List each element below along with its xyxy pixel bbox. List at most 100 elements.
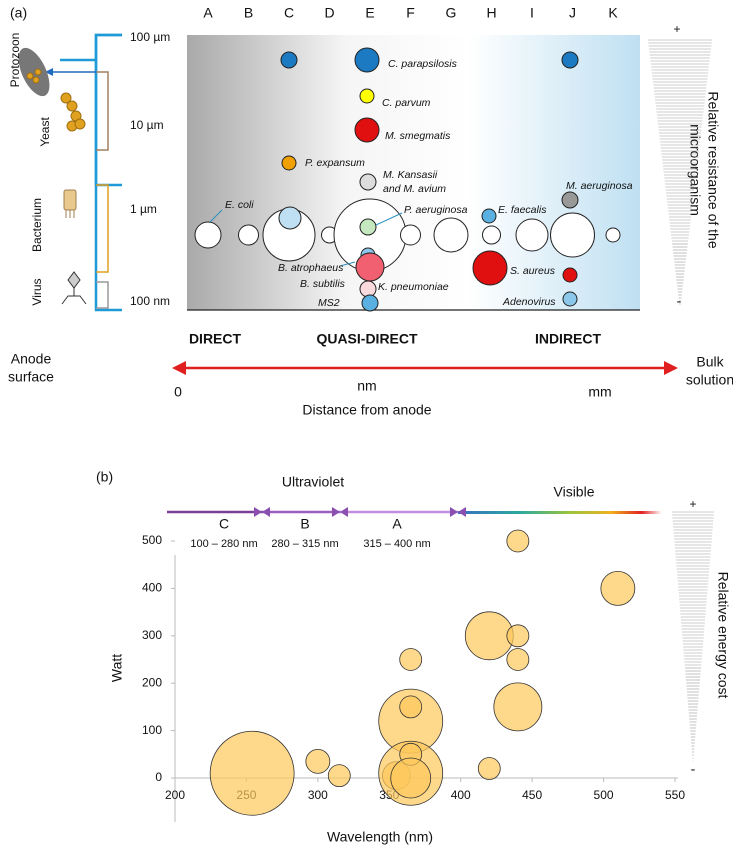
species-label: and M. avium xyxy=(383,183,446,195)
bracket xyxy=(96,184,109,273)
column-label: H xyxy=(486,5,496,21)
organism-circle xyxy=(359,88,375,104)
panel-a: (a) Protozoon Yeast Bacterium Virus 100 … xyxy=(8,5,733,418)
y-tick-label: 0 xyxy=(155,770,162,784)
organism-circle xyxy=(561,191,579,209)
protozoon-icon xyxy=(18,47,50,97)
column-label: E xyxy=(365,5,374,21)
bubble xyxy=(506,624,530,648)
size-label: 1 µm xyxy=(130,202,157,216)
x-tick-label: 300 xyxy=(308,788,328,802)
organism-circle xyxy=(359,173,377,191)
x-tick-label: 200 xyxy=(165,788,185,802)
bacterium-icon xyxy=(63,189,77,218)
band-group: Ultraviolet xyxy=(282,474,344,490)
arrowhead xyxy=(45,68,53,76)
y-tick-label: 200 xyxy=(142,675,162,689)
distance-mark: 0 xyxy=(174,384,182,400)
leader-line xyxy=(375,212,403,226)
bracket xyxy=(96,281,109,309)
panel-label: (b) xyxy=(96,469,113,485)
species-label: M. Kansasii xyxy=(383,169,438,181)
species-label: P. aeruginosa xyxy=(404,204,468,216)
axis-title: Relative energy cost xyxy=(715,572,731,699)
zone-label: DIRECT xyxy=(189,331,242,347)
zone-label: INDIRECT xyxy=(535,331,602,347)
plus: + xyxy=(689,497,696,511)
organism-circle xyxy=(238,224,259,246)
organism-label: Bacterium xyxy=(30,198,44,252)
column-label: F xyxy=(406,5,415,21)
bubble xyxy=(506,529,530,553)
organism-label: Protozoon xyxy=(8,33,22,88)
yeast-icon xyxy=(26,68,86,132)
x-tick-label: 550 xyxy=(665,788,685,802)
organism-circle xyxy=(281,155,297,171)
column-label: B xyxy=(244,5,253,21)
end-label: solution xyxy=(686,372,733,388)
distance-mark: mm xyxy=(588,384,611,400)
minus: - xyxy=(691,761,696,777)
y-axis-title: Watt xyxy=(109,654,125,682)
column-label: G xyxy=(446,5,457,21)
leader-line xyxy=(339,261,356,267)
axis-title: Distance from anode xyxy=(302,402,431,418)
species-label: B. atrophaeus xyxy=(278,262,344,274)
column-label: C xyxy=(284,5,294,21)
species-label: M. aeruginosa xyxy=(566,180,633,192)
species-label: Adenovirus xyxy=(502,296,556,308)
bracket xyxy=(96,71,109,151)
plot-background xyxy=(187,35,640,310)
x-tick-label: 450 xyxy=(522,788,542,802)
bubble xyxy=(399,695,423,719)
y-tick-label: 300 xyxy=(142,628,162,642)
organism-circle xyxy=(354,47,380,73)
column-label: I xyxy=(530,5,534,21)
virus-icon xyxy=(61,271,87,305)
organism-circle xyxy=(278,206,302,230)
organism-circle xyxy=(400,224,421,246)
organism-circle xyxy=(482,225,501,245)
end-label: Bulk xyxy=(696,354,724,370)
species-label: E. coli xyxy=(225,199,254,211)
species-label: M. smegmatis xyxy=(385,130,451,142)
bubble xyxy=(464,611,514,661)
x-tick-label: 400 xyxy=(451,788,471,802)
bubble xyxy=(327,764,351,788)
zone-label: QUASI-DIRECT xyxy=(316,331,418,347)
band-name: C xyxy=(219,516,229,532)
distance-mark: nm xyxy=(357,378,376,394)
bubble xyxy=(600,571,636,606)
organism-circle xyxy=(481,208,497,224)
size-label: 100 nm xyxy=(130,294,170,308)
bubble xyxy=(399,648,423,671)
band-group: Visible xyxy=(554,484,595,500)
x-axis-title: Wavelength (nm) xyxy=(327,829,433,845)
band-range: 100 – 280 nm xyxy=(190,538,257,550)
size-label: 100 µm xyxy=(130,30,170,44)
bubble xyxy=(477,757,501,780)
panel-label: (a) xyxy=(10,5,27,21)
end-label: Anode xyxy=(11,351,52,367)
y-tick-label: 100 xyxy=(142,723,162,737)
organism-circle xyxy=(605,227,621,243)
band-name: A xyxy=(392,516,402,532)
end-label: surface xyxy=(8,369,54,385)
species-label: MS2 xyxy=(318,297,340,309)
column-label: J xyxy=(569,5,576,21)
organism-circle xyxy=(515,218,549,252)
bubble xyxy=(209,730,295,816)
band-range: 315 – 400 nm xyxy=(363,538,430,550)
column-label: D xyxy=(324,5,334,21)
species-label: C. parapsilosis xyxy=(388,58,458,70)
organism-circle xyxy=(361,294,379,312)
column-label: K xyxy=(608,5,618,21)
organism-circle xyxy=(472,250,508,286)
species-label: C. parvum xyxy=(382,97,431,109)
organism-circle xyxy=(433,217,469,253)
bubble xyxy=(390,757,432,799)
panel-b: (b) Watt Wavelength (nm) Ultraviolet Vis… xyxy=(96,469,731,845)
organism-circle xyxy=(194,221,222,249)
organism-label: Yeast xyxy=(38,117,52,147)
size-label: 10 µm xyxy=(130,118,164,132)
